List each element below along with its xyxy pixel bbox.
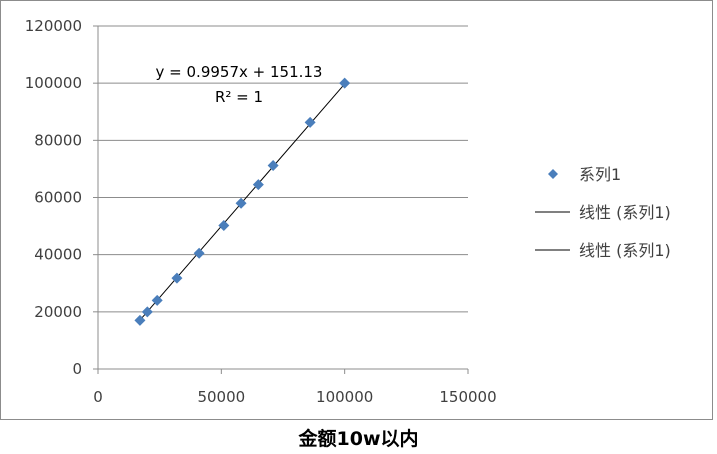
tick-labels: 0 20000 40000 60000 80000 100000 120000 0 50000 1…	[25, 17, 497, 406]
legend: 系列1 线性 (系列1) 线性 (系列1)	[535, 165, 671, 260]
y-tick-label: 0	[72, 360, 82, 378]
data-point	[339, 77, 351, 89]
trendline-r-squared: R² = 1	[215, 88, 263, 106]
y-tick-label: 120000	[25, 17, 82, 35]
y-tick-label: 80000	[34, 131, 82, 149]
y-tick-label: 60000	[34, 189, 82, 207]
legend-marker-icon	[548, 169, 558, 179]
x-axis-title: 金额10w以内	[298, 428, 419, 450]
legend-label-0: 系列1	[579, 165, 621, 184]
chart-area: 0 20000 40000 60000 80000 100000 120000 0 50000 1…	[0, 0, 713, 420]
data-point	[304, 116, 316, 128]
data-points	[134, 77, 351, 326]
y-tick-label: 40000	[34, 246, 82, 264]
scatter-chart: 0 20000 40000 60000 80000 100000 120000 0 50000 1…	[25, 17, 671, 406]
legend-label-1: 线性 (系列1)	[579, 203, 671, 222]
data-point	[218, 220, 230, 232]
data-point	[151, 294, 163, 306]
x-tick-label: 0	[93, 388, 103, 406]
x-tick-label: 100000	[316, 388, 373, 406]
y-tick-label: 20000	[34, 303, 82, 321]
data-point	[252, 179, 264, 191]
axes	[93, 25, 469, 374]
gridlines	[98, 25, 468, 313]
trendline-equation: y = 0.9957x + 151.13	[156, 63, 323, 81]
x-tick-label: 50000	[197, 388, 245, 406]
x-tick-label: 150000	[439, 388, 496, 406]
data-point	[141, 306, 153, 318]
legend-label-2: 线性 (系列1)	[579, 241, 671, 260]
data-point	[267, 159, 279, 171]
y-tick-label: 100000	[25, 74, 82, 92]
data-point	[235, 197, 247, 209]
data-point	[171, 272, 183, 284]
data-point	[193, 247, 205, 259]
data-point	[134, 314, 146, 326]
